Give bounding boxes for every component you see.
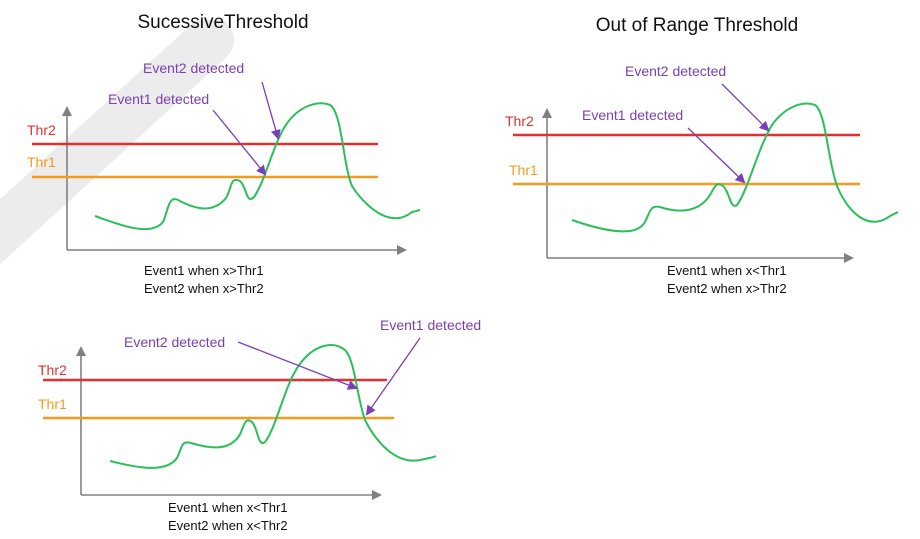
panel-title: SucessiveThreshold bbox=[137, 12, 308, 33]
panel-title: Out of Range Threshold bbox=[596, 15, 798, 36]
signal-curve bbox=[109, 344, 437, 469]
caption-line-1: Event1 when x<Thr1 bbox=[168, 500, 288, 515]
event2-arrow bbox=[261, 81, 281, 140]
caption-line-1: Event1 when x<Thr1 bbox=[667, 263, 787, 278]
signal-curve bbox=[94, 102, 421, 231]
event2-arrow bbox=[721, 83, 770, 132]
event1-arrow bbox=[687, 127, 746, 184]
thr2-label: Thr2 bbox=[505, 113, 534, 129]
thr1-label: Thr1 bbox=[27, 154, 56, 170]
thr2-label: Thr2 bbox=[27, 122, 56, 138]
thr2-label: Thr2 bbox=[38, 362, 67, 378]
event1-label: Event1 detected bbox=[108, 91, 209, 107]
event1-arrow bbox=[365, 337, 421, 416]
caption-line-2: Event2 when x<Thr2 bbox=[168, 518, 288, 533]
event1-label: Event1 detected bbox=[582, 107, 683, 123]
panel-falling: Thr2 Thr1 Event1 detected Event2 detecte… bbox=[38, 317, 481, 533]
caption-line-1: Event1 when x>Thr1 bbox=[144, 263, 264, 278]
signal-curve bbox=[571, 102, 899, 233]
event2-label: Event2 detected bbox=[124, 334, 225, 350]
event2-label: Event2 detected bbox=[625, 63, 726, 79]
panel-successive: SucessiveThreshold Thr2 Thr1 Event2 dete… bbox=[27, 12, 421, 296]
thr1-label: Thr1 bbox=[38, 396, 67, 412]
caption-line-2: Event2 when x>Thr2 bbox=[667, 281, 787, 296]
event1-label: Event1 detected bbox=[380, 317, 481, 333]
event2-arrow bbox=[237, 341, 358, 390]
event1-arrow bbox=[212, 109, 267, 176]
event2-label: Event2 detected bbox=[143, 60, 244, 76]
panel-out-of-range: Out of Range Threshold Thr2 Thr1 Event2 … bbox=[505, 15, 899, 296]
caption-line-2: Event2 when x>Thr2 bbox=[144, 281, 264, 296]
thr1-label: Thr1 bbox=[509, 162, 538, 178]
